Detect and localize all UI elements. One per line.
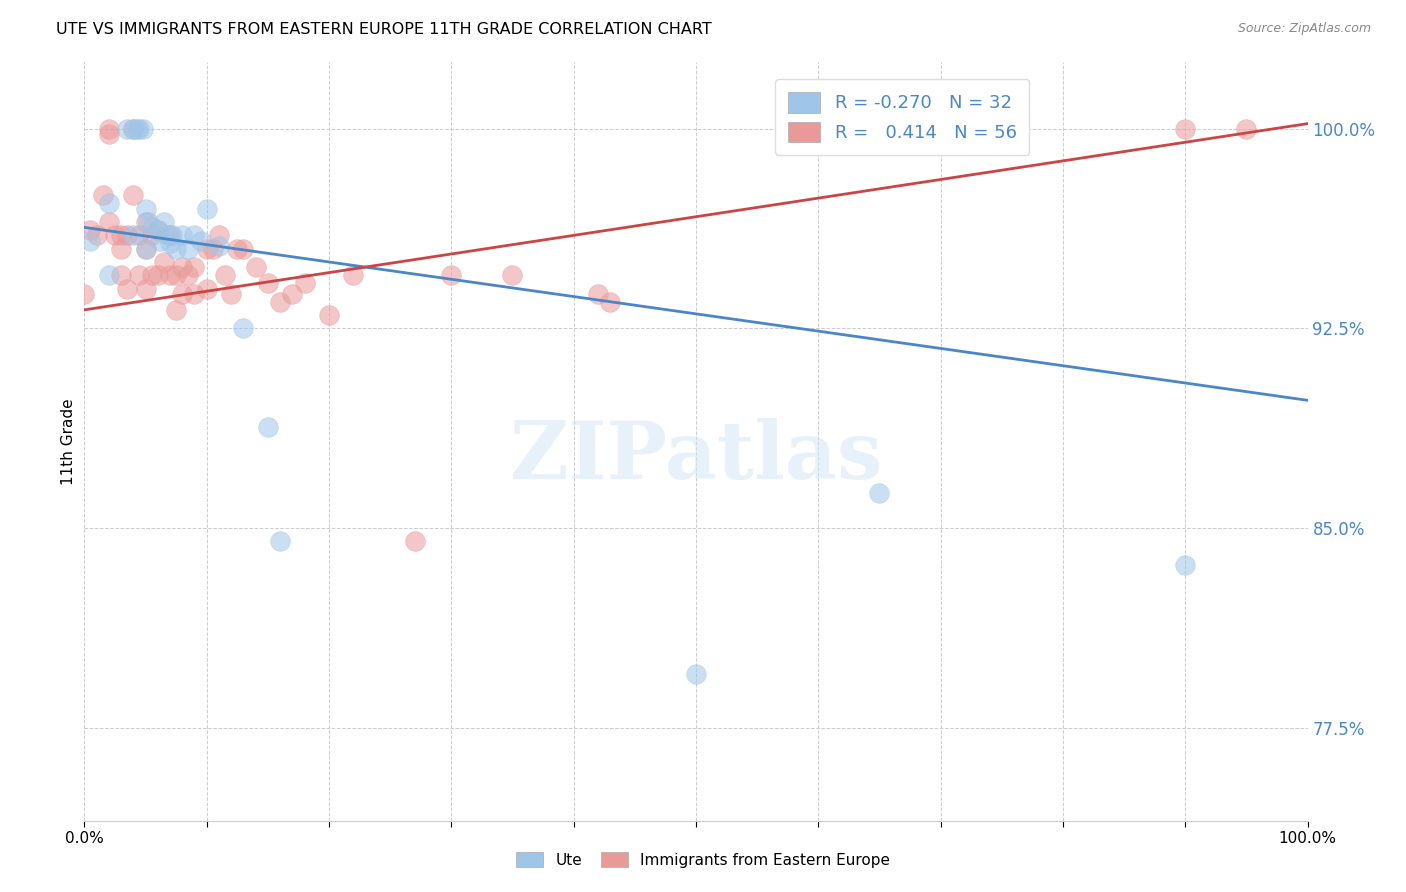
Point bbox=[136, 215, 159, 229]
Point bbox=[183, 228, 205, 243]
Point bbox=[172, 286, 194, 301]
Point bbox=[226, 242, 249, 256]
Point bbox=[208, 239, 231, 253]
Point bbox=[132, 122, 155, 136]
Point bbox=[156, 228, 179, 243]
Point bbox=[122, 122, 145, 136]
Point bbox=[128, 228, 150, 243]
Text: Source: ZipAtlas.com: Source: ZipAtlas.com bbox=[1237, 22, 1371, 36]
Point bbox=[97, 268, 120, 283]
Point bbox=[125, 122, 148, 136]
Point bbox=[599, 294, 621, 309]
Point bbox=[214, 268, 236, 283]
Point bbox=[97, 128, 120, 142]
Point bbox=[79, 223, 101, 237]
Point bbox=[149, 234, 172, 248]
Point bbox=[110, 242, 132, 256]
Point bbox=[177, 268, 200, 283]
Point bbox=[440, 268, 463, 283]
Point bbox=[195, 202, 218, 216]
Point bbox=[208, 228, 231, 243]
Point bbox=[869, 486, 891, 500]
Point bbox=[135, 215, 157, 229]
Point bbox=[177, 242, 200, 256]
Point bbox=[165, 242, 187, 256]
Point bbox=[135, 242, 157, 256]
Point bbox=[165, 302, 187, 317]
Point bbox=[165, 268, 187, 283]
Point bbox=[586, 286, 609, 301]
Point bbox=[110, 228, 132, 243]
Point bbox=[159, 228, 181, 243]
Point bbox=[135, 202, 157, 216]
Point bbox=[141, 268, 163, 283]
Point bbox=[1174, 122, 1197, 136]
Point bbox=[91, 188, 114, 202]
Point bbox=[141, 228, 163, 243]
Point bbox=[122, 188, 145, 202]
Point bbox=[115, 122, 138, 136]
Point bbox=[183, 286, 205, 301]
Point bbox=[232, 242, 254, 256]
Point bbox=[135, 242, 157, 256]
Point bbox=[146, 268, 169, 283]
Point bbox=[502, 268, 524, 283]
Point bbox=[342, 268, 364, 283]
Point bbox=[269, 294, 291, 309]
Point bbox=[685, 667, 707, 681]
Point bbox=[146, 223, 169, 237]
Point bbox=[79, 234, 101, 248]
Point bbox=[269, 534, 291, 549]
Point bbox=[219, 286, 242, 301]
Point bbox=[122, 228, 145, 243]
Y-axis label: 11th Grade: 11th Grade bbox=[60, 398, 76, 485]
Point bbox=[159, 268, 181, 283]
Point bbox=[97, 215, 120, 229]
Point bbox=[115, 282, 138, 296]
Text: ZIPatlas: ZIPatlas bbox=[510, 417, 882, 496]
Point bbox=[281, 286, 304, 301]
Point bbox=[294, 277, 316, 291]
Legend: R = -0.270   N = 32, R =   0.414   N = 56: R = -0.270 N = 32, R = 0.414 N = 56 bbox=[775, 79, 1029, 155]
Point bbox=[115, 228, 138, 243]
Point bbox=[97, 122, 120, 136]
Point bbox=[153, 255, 176, 269]
Point bbox=[195, 242, 218, 256]
Text: UTE VS IMMIGRANTS FROM EASTERN EUROPE 11TH GRADE CORRELATION CHART: UTE VS IMMIGRANTS FROM EASTERN EUROPE 11… bbox=[56, 22, 711, 37]
Point bbox=[172, 260, 194, 275]
Point bbox=[257, 277, 280, 291]
Point bbox=[146, 223, 169, 237]
Point bbox=[195, 282, 218, 296]
Point bbox=[232, 321, 254, 335]
Point bbox=[110, 268, 132, 283]
Point bbox=[257, 420, 280, 434]
Point bbox=[318, 308, 340, 322]
Point bbox=[97, 196, 120, 211]
Point bbox=[162, 228, 184, 243]
Point bbox=[159, 236, 181, 251]
Point bbox=[122, 122, 145, 136]
Point bbox=[141, 220, 163, 235]
Point bbox=[404, 534, 426, 549]
Point bbox=[1236, 122, 1258, 136]
Point bbox=[73, 286, 96, 301]
Legend: Ute, Immigrants from Eastern Europe: Ute, Immigrants from Eastern Europe bbox=[508, 844, 898, 875]
Point bbox=[190, 234, 212, 248]
Point bbox=[245, 260, 267, 275]
Point bbox=[135, 282, 157, 296]
Point bbox=[128, 268, 150, 283]
Point bbox=[172, 228, 194, 243]
Point bbox=[86, 228, 108, 243]
Point bbox=[153, 215, 176, 229]
Point bbox=[1174, 558, 1197, 573]
Point bbox=[104, 228, 127, 243]
Point bbox=[201, 242, 224, 256]
Point bbox=[183, 260, 205, 275]
Point bbox=[128, 122, 150, 136]
